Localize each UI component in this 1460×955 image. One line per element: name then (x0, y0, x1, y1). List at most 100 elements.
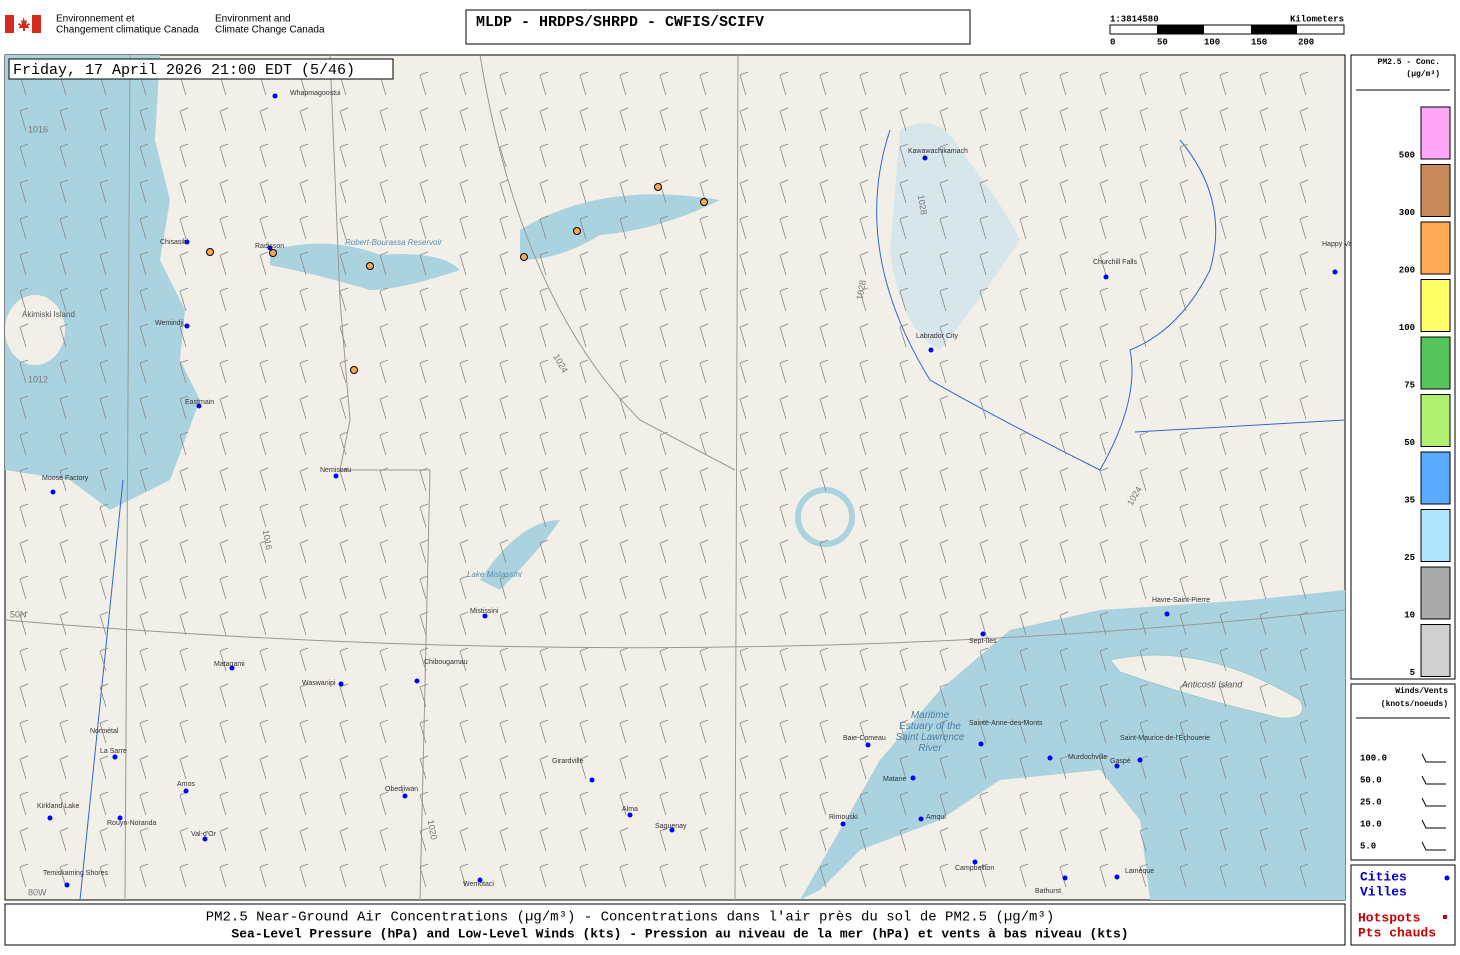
wind-barb (779, 431, 789, 456)
wind-barb (819, 143, 829, 168)
wind-legend (1350, 683, 1456, 861)
wind-barb (59, 539, 69, 564)
wind-barb (1059, 395, 1069, 420)
wind-barb (739, 215, 749, 240)
wind-barb (899, 179, 909, 204)
wind-barb (419, 395, 429, 420)
wind-barb (419, 683, 429, 708)
wind-barb (139, 791, 149, 816)
wind-barb (739, 503, 749, 528)
wind-barb (1299, 755, 1309, 780)
wind-barb (659, 287, 669, 312)
wind-barb (619, 611, 629, 636)
wind-barb (859, 467, 869, 492)
wind-barb (1059, 323, 1069, 348)
wind-barb (19, 719, 29, 744)
wind-barb (1179, 755, 1189, 780)
wind-barb (859, 431, 869, 456)
wind-barb (1019, 431, 1029, 456)
caption: Sea-Level Pressure (hPa) and Low-Level W… (231, 926, 1128, 941)
hotspot (573, 227, 581, 235)
city-marker (196, 403, 202, 409)
wind-barb (939, 647, 949, 672)
city-label: Temiskaming Shores (43, 870, 108, 877)
wind-barb (259, 539, 269, 564)
scale-tick: 150 (1251, 37, 1267, 47)
wind-barb (419, 503, 429, 528)
wind-barb (1179, 179, 1189, 204)
city-marker (1103, 274, 1109, 280)
wind-barb (419, 611, 429, 636)
wind-barb (19, 215, 29, 240)
wind-barb (1219, 395, 1229, 420)
wind-barb (299, 467, 309, 492)
wind-barb (19, 179, 29, 204)
wind-barb (539, 323, 549, 348)
wind-barb (379, 755, 389, 780)
wind-barb (1299, 827, 1309, 852)
wind-barb (1219, 539, 1229, 564)
wind-barb (539, 179, 549, 204)
wind-barb (1219, 215, 1229, 240)
wind-barb (1139, 611, 1149, 636)
legend-swatch (1420, 624, 1451, 677)
wind-barb (539, 503, 549, 528)
wind-barb (379, 395, 389, 420)
wind-barb (219, 179, 229, 204)
wind-barb (739, 107, 749, 132)
wind-barb (99, 179, 109, 204)
wind-barb (459, 503, 469, 528)
wind-barb (59, 143, 69, 168)
wind-barb (1059, 719, 1069, 744)
wind-barb (1059, 611, 1069, 636)
agency-en: Environment and (215, 14, 291, 25)
place-label: Anticosti Island (1181, 679, 1244, 689)
wind-barb (59, 755, 69, 780)
wind-barb (499, 647, 509, 672)
wind-barb (579, 755, 589, 780)
wind-barb (1259, 647, 1269, 672)
wind-barb (659, 431, 669, 456)
wind-barb (1099, 359, 1109, 384)
wind-barb (899, 863, 909, 888)
wind-barb (299, 395, 309, 420)
wind-barb (579, 827, 589, 852)
city-marker (978, 741, 984, 747)
wind-barb (1139, 827, 1149, 852)
city-label: Chibougamau (424, 659, 468, 666)
wind-barb (579, 863, 589, 888)
wind-barb (499, 179, 509, 204)
wind-barb (619, 143, 629, 168)
wind-barb (779, 863, 789, 888)
wind-barb (699, 647, 709, 672)
isobar-label: 1016 (261, 529, 274, 550)
wind-barb (1259, 107, 1269, 132)
wind-barb (179, 107, 189, 132)
wind-barb (939, 611, 949, 636)
wind-barb (1059, 755, 1069, 780)
wind-barb (979, 107, 989, 132)
city-marker (918, 816, 924, 822)
wind-barb (19, 467, 29, 492)
wind-barb (979, 287, 989, 312)
wind-barb (979, 467, 989, 492)
wind-barb (139, 503, 149, 528)
wind-barb (819, 323, 829, 348)
wind-barb (979, 143, 989, 168)
wind-barb (1139, 863, 1149, 888)
legend-label: 5 (1410, 668, 1415, 678)
wind-barb (499, 71, 509, 96)
wind-barb (59, 107, 69, 132)
wind-barb (59, 215, 69, 240)
wind-barb (579, 683, 589, 708)
wind-barb (99, 719, 109, 744)
wind-barb (1019, 539, 1029, 564)
wind-barb (699, 611, 709, 636)
city-marker (272, 93, 278, 99)
wind-barb (1099, 791, 1109, 816)
wind-barb (179, 251, 189, 276)
wind-barb (1059, 143, 1069, 168)
wind-barb (1219, 503, 1229, 528)
wind-barb (579, 71, 589, 96)
wind-barb (939, 251, 949, 276)
